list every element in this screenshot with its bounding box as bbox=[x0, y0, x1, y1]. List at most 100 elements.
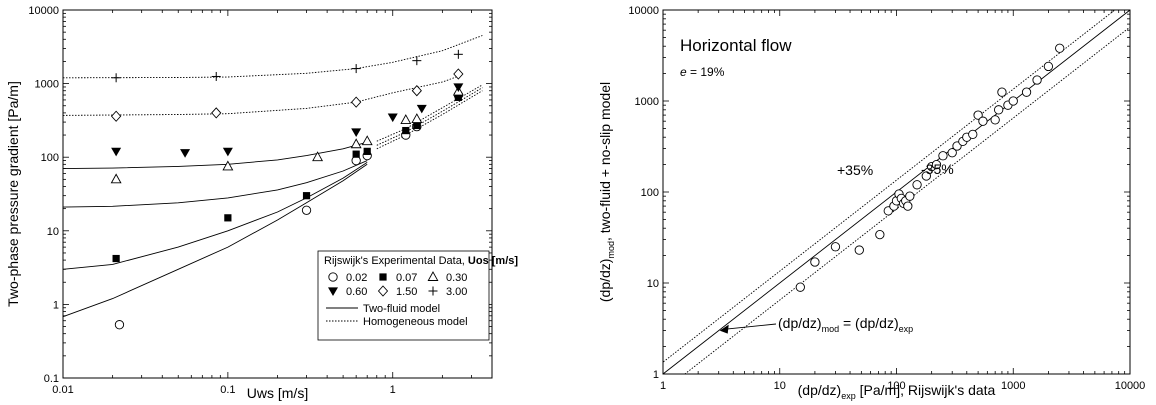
homogeneous-model-curve bbox=[62, 74, 462, 116]
marker-open-diamond bbox=[351, 96, 362, 108]
legend-title: Rijswijk's Experimental Data, Uos [m/s] bbox=[324, 255, 518, 267]
parity-arrow-line bbox=[721, 323, 777, 331]
two-fluid-model-curve bbox=[62, 141, 368, 170]
legend-entry-label: 0.02 bbox=[346, 272, 367, 284]
marker-filled-square bbox=[413, 121, 421, 130]
chart-model-vs-experimental: 1 10 100 1000 10000110100100010000(dp/dz)exp… bbox=[597, 5, 1145, 401]
x-axis-label-main: (dp/dz) bbox=[798, 382, 842, 398]
marker-open-triangle bbox=[312, 151, 324, 162]
parity-line-label: (dp/dz)mod = (dp/dz)exp bbox=[778, 315, 913, 334]
legend-entry-label: 3.00 bbox=[446, 286, 467, 298]
data-point bbox=[947, 148, 957, 158]
y-tick-label: 100 bbox=[641, 187, 659, 199]
marker-open-triangle bbox=[222, 160, 234, 171]
marker-open-triangle bbox=[400, 114, 412, 124]
data-point bbox=[931, 159, 942, 170]
data-point bbox=[854, 245, 864, 255]
marker-filled-square bbox=[363, 147, 371, 155]
marker-filled-triangle-down bbox=[180, 149, 191, 158]
marker-filled-triangle-down bbox=[328, 287, 338, 296]
x-axis-label: (dp/dz)exp [Pa/m], Rijswijk's data bbox=[798, 382, 996, 401]
marker-open-circle bbox=[114, 320, 125, 330]
data-point bbox=[1008, 96, 1018, 106]
marker-filled-square bbox=[302, 192, 311, 200]
legend-entry-label: 0.30 bbox=[446, 272, 467, 284]
y-axis-label: (dp/dz)mod, two-fluid + no-slip model bbox=[597, 82, 616, 302]
y-tick-label: 0.1 bbox=[44, 373, 59, 385]
marker-open-diamond bbox=[377, 285, 389, 297]
homogeneous-model-curve bbox=[376, 84, 483, 142]
data-point bbox=[994, 105, 1004, 115]
error-annotation: e = 19% bbox=[680, 65, 725, 79]
marker-filled-triangle-down bbox=[387, 113, 398, 123]
upper-band-label: +35% bbox=[837, 162, 873, 178]
y-tick-label: 1 bbox=[53, 299, 59, 311]
marker-filled-triangle-down bbox=[351, 128, 362, 137]
y-tick-label: 1000 bbox=[35, 79, 59, 91]
homogeneous-model-curve bbox=[376, 87, 483, 146]
two-fluid-model-curve bbox=[62, 160, 368, 208]
marker-filled-triangle-down bbox=[453, 83, 464, 92]
marker-filled-square bbox=[402, 126, 410, 135]
x-tick-label: 0.01 bbox=[52, 384, 73, 396]
legend-title-text: Rijswijk's Experimental Data, bbox=[324, 255, 468, 267]
data-point bbox=[905, 191, 915, 201]
marker-plus bbox=[211, 71, 221, 81]
data-point bbox=[1032, 75, 1042, 85]
x-tick-label: 1 bbox=[660, 380, 666, 392]
parity-label-part: = (dp/dz) bbox=[839, 315, 899, 331]
data-point bbox=[912, 180, 922, 190]
y-tick-label: 1000 bbox=[635, 96, 659, 108]
parity-label-part: mod bbox=[822, 324, 840, 334]
data-point bbox=[795, 282, 805, 292]
marker-filled-triangle-down bbox=[416, 104, 427, 114]
homogeneous-model-curve bbox=[376, 90, 483, 150]
data-point bbox=[997, 87, 1007, 97]
parity-arrowhead bbox=[719, 324, 729, 334]
data-point bbox=[1055, 43, 1065, 53]
y-tick-label: 10000 bbox=[28, 5, 59, 17]
data-point bbox=[973, 110, 983, 120]
y-axis-label: Two-phase pressure gradient [Pa/m] bbox=[5, 81, 21, 307]
x-tick-label: 10 bbox=[774, 380, 786, 392]
band-line bbox=[663, 10, 1116, 363]
marker-filled-square bbox=[112, 254, 120, 263]
x-tick-label: 1 bbox=[390, 384, 396, 396]
data-point bbox=[1043, 61, 1054, 72]
chart-annotation-title: Horizontal flow bbox=[680, 36, 792, 55]
x-axis-label-rest: [Pa/m], Rijswijk's data bbox=[856, 382, 996, 398]
marker-open-triangle bbox=[350, 138, 362, 149]
y-tick-label: 10000 bbox=[628, 5, 659, 17]
data-point bbox=[830, 242, 841, 252]
legend-entry-label: 1.50 bbox=[396, 286, 417, 298]
marker-filled-triangle-down bbox=[111, 147, 122, 157]
marker-plus bbox=[111, 73, 121, 83]
marker-open-circle bbox=[328, 272, 338, 282]
data-point bbox=[903, 201, 913, 211]
y-tick-label: 10 bbox=[47, 226, 59, 238]
marker-filled-square bbox=[224, 214, 232, 222]
y-axis-label-main: (dp/dz) bbox=[597, 259, 613, 303]
parity-label-part: (dp/dz) bbox=[778, 315, 822, 331]
marker-open-diamond bbox=[453, 68, 464, 80]
legend-line-label: Homogeneous model bbox=[363, 316, 468, 328]
y-tick-label: 10 bbox=[647, 278, 659, 290]
x-axis-label: Uws [m/s] bbox=[247, 385, 308, 401]
two-fluid-model-curve bbox=[62, 162, 368, 270]
legend-entry-label: 0.07 bbox=[396, 272, 417, 284]
legend-box bbox=[317, 250, 490, 341]
x-tick-label: 1000 bbox=[1001, 380, 1025, 392]
marker-open-triangle bbox=[427, 271, 439, 281]
data-point bbox=[968, 129, 978, 140]
marker-open-triangle bbox=[110, 173, 122, 184]
parity-label-part: exp bbox=[899, 324, 914, 334]
data-point bbox=[921, 171, 931, 181]
marker-open-diamond bbox=[411, 85, 422, 97]
lower-band-label: -35% bbox=[921, 161, 954, 177]
data-point bbox=[810, 257, 820, 267]
y-tick-label: 100 bbox=[41, 152, 59, 164]
data-point bbox=[1021, 87, 1032, 97]
legend-entry-label: 0.60 bbox=[346, 286, 367, 298]
